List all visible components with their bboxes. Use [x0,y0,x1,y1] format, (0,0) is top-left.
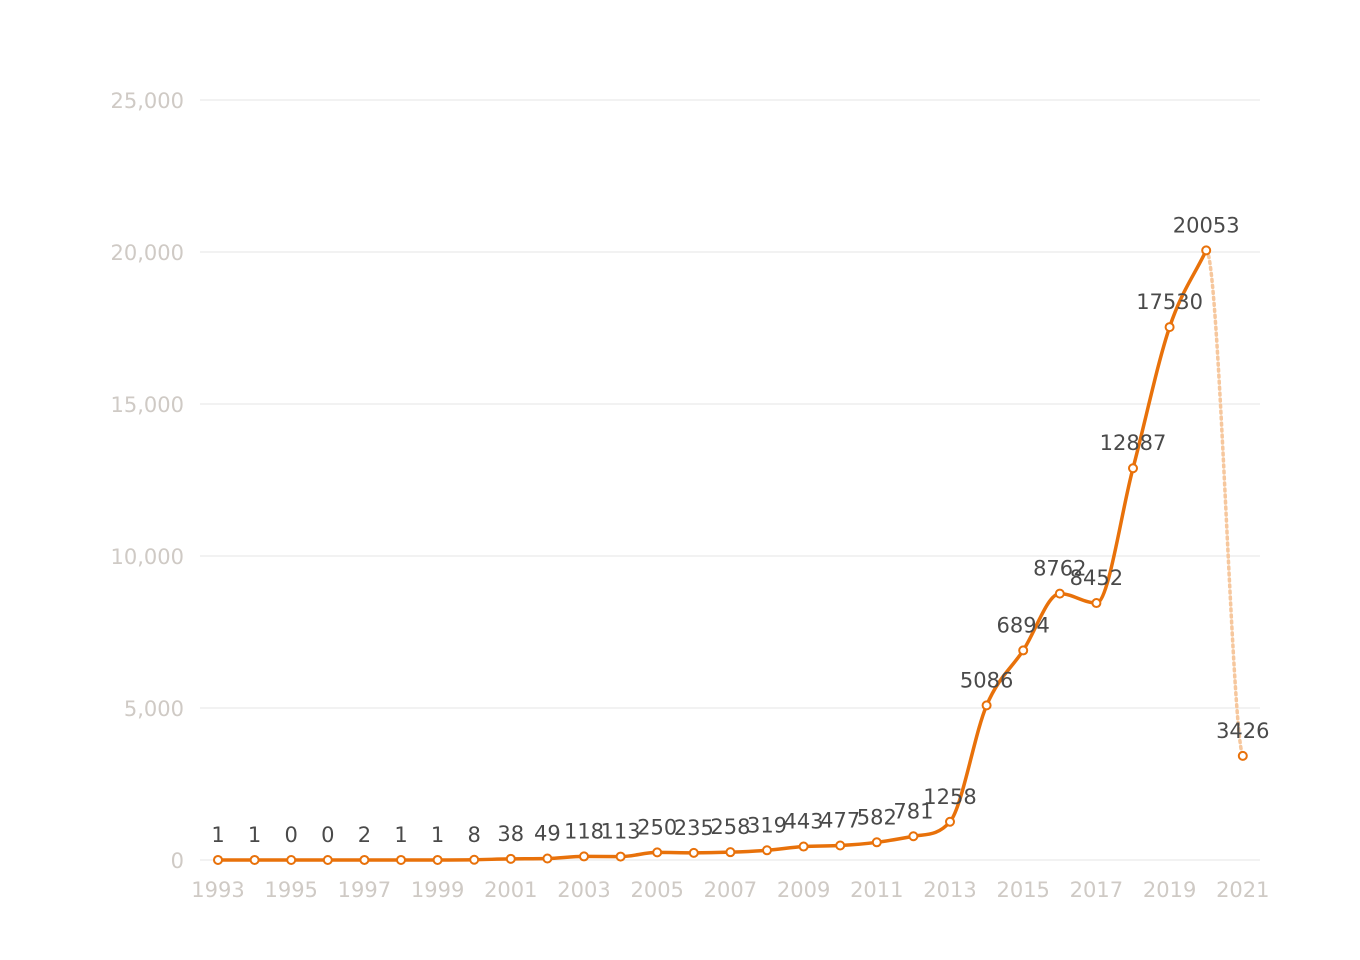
y-tick-label: 10,000 [111,545,184,569]
x-tick-label: 2005 [630,878,683,902]
data-label: 582 [857,805,897,829]
data-point [762,845,772,856]
y-tick-label: 25,000 [111,89,184,113]
data-point [249,854,260,865]
data-label: 20053 [1173,213,1240,237]
data-point [688,847,699,858]
y-tick-label: 20,000 [111,241,184,265]
data-label: 5086 [960,668,1013,692]
data-label: 0 [285,823,298,847]
data-label: 3426 [1216,719,1269,743]
x-tick-label: 2007 [704,878,757,902]
y-tick-label: 5,000 [124,697,184,721]
data-point [1054,588,1065,599]
data-point [908,831,919,842]
x-tick-label: 2009 [777,878,830,902]
data-label: 250 [637,815,677,839]
data-point [945,816,955,827]
x-tick-label: 2015 [996,878,1049,902]
x-tick-label: 1997 [338,878,391,902]
x-tick-label: 1993 [191,878,244,902]
data-point [322,855,333,865]
data-point [505,853,516,864]
data-point [981,700,992,711]
data-label: 49 [534,822,561,846]
data-label: 113 [601,820,641,844]
data-label: 0 [321,823,334,847]
data-label: 8762 [1033,557,1086,581]
data-point [725,847,736,858]
y-tick-label: 15,000 [111,393,184,417]
series-projection-line [1204,248,1245,758]
data-point [1128,463,1138,474]
data-point [213,854,223,865]
data-label: 2 [358,823,371,847]
data-label: 235 [674,816,714,840]
data-label: 443 [784,810,824,834]
data-label: 8 [468,823,481,847]
data-label: 1 [248,823,261,847]
data-label: 6894 [996,613,1049,637]
data-point [286,855,297,865]
data-label: 118 [564,819,604,843]
data-label: 258 [710,815,750,839]
data-label: 1 [394,823,407,847]
data-point [432,854,443,865]
y-axis-tick-labels: 0 5,000 10,000 15,000 20,000 25,000 [111,89,184,873]
y-tick-label: 0 [171,849,184,873]
data-point [615,851,626,862]
data-label: 12887 [1100,431,1167,455]
data-label: 319 [747,813,787,837]
data-points [213,245,1248,865]
x-tick-label: 2021 [1216,878,1269,902]
data-point [1018,645,1029,656]
data-point [1237,750,1248,761]
data-label: 477 [820,808,860,832]
data-point [359,854,370,865]
data-labels: 1 1 0 0 2 1 1 8 38 49 1181132502352583194434775827… [211,213,1269,847]
data-point [1201,245,1212,256]
data-label: 38 [497,822,524,846]
x-tick-label: 2001 [484,878,537,902]
data-point [871,837,882,848]
data-label: 781 [893,799,933,823]
data-point [469,854,480,865]
data-label: 1258 [923,785,976,809]
data-label: 8452 [1070,566,1123,590]
data-label: 1 [211,823,224,847]
series-line [216,248,1208,862]
x-tick-label: 2011 [850,878,903,902]
x-tick-label: 1995 [264,878,317,902]
data-point [1091,598,1102,609]
x-tick-label: 2019 [1143,878,1196,902]
x-axis-tick-labels: 1993 1995 1997 1999 2001 2003 2005 2007 2009 2011… [191,878,1269,902]
x-tick-label: 2003 [557,878,610,902]
x-tick-label: 2013 [923,878,976,902]
data-point [652,847,663,858]
data-label: 17530 [1136,290,1203,314]
x-tick-label: 1999 [411,878,464,902]
data-label: 1 [431,823,444,847]
data-point [835,840,846,851]
data-point [579,851,589,862]
data-point [1164,322,1175,333]
data-point [798,841,809,852]
x-tick-label: 2017 [1070,878,1123,902]
grid-lines [200,99,1260,861]
data-point [542,853,553,864]
data-point [396,854,406,865]
